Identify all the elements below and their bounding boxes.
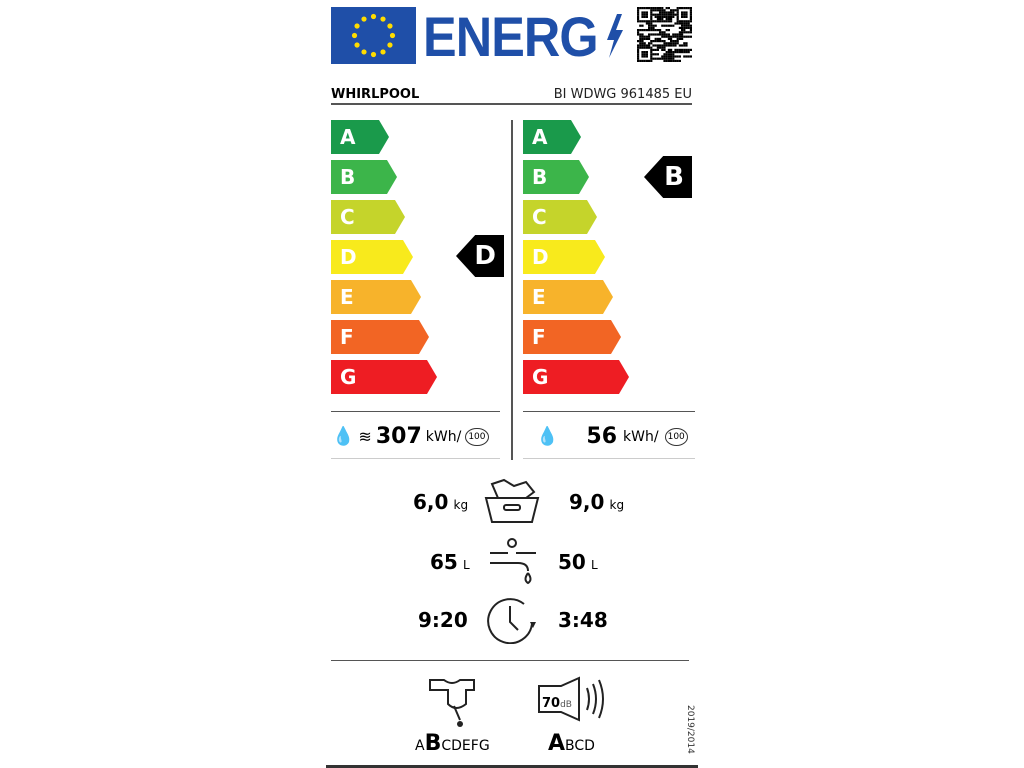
speaker-noise-icon xyxy=(538,676,604,722)
bottom-border xyxy=(326,765,698,768)
energy-class-bar-D: D xyxy=(331,240,413,274)
eu-flag-logo xyxy=(331,7,416,64)
water-right: 50 L xyxy=(558,550,598,574)
section-divider xyxy=(331,660,689,661)
center-divider xyxy=(511,120,513,460)
regulation-number: 2019/2014 xyxy=(685,705,695,754)
lightning-icon xyxy=(607,14,623,58)
clock-icon xyxy=(487,598,536,644)
energy-class-bar-B: B xyxy=(523,160,589,194)
noise-class-scale: ABCD xyxy=(548,731,595,756)
right-energy-consumption: 💧 56 kWh/ 100 xyxy=(536,424,688,449)
cycles-icon: 100 xyxy=(465,427,489,446)
water-left: 65 L xyxy=(430,550,470,574)
energy-class-bar-F: F xyxy=(523,320,621,354)
energy-class-bar-E: E xyxy=(331,280,421,314)
capacity-left: 6,0 kg xyxy=(413,490,469,514)
energy-class-bar-C: C xyxy=(331,200,405,234)
energy-class-bar-A: A xyxy=(523,120,581,154)
duration-right: 3:48 xyxy=(558,608,608,632)
energy-class-bar-A: A xyxy=(331,120,389,154)
cycles-icon: 100 xyxy=(664,427,688,446)
qr-code-icon xyxy=(637,7,692,62)
energy-logo-text: ENERG xyxy=(423,5,599,68)
noise-value: 70dB xyxy=(542,696,572,711)
water-drop-icon: 💧 xyxy=(536,426,559,447)
energy-class-bar-C: C xyxy=(523,200,597,234)
energy-class-bar-E: E xyxy=(523,280,613,314)
heat-waves-icon: ≋ xyxy=(358,427,372,446)
energy-class-bar-G: G xyxy=(523,360,629,394)
capacity-right: 9,0 kg xyxy=(569,490,625,514)
energy-class-bar-B: B xyxy=(331,160,397,194)
spin-class-scale: ABCDEFG xyxy=(415,731,490,756)
model-number: BI WDWG 961485 EU xyxy=(553,87,692,102)
left-rating-indicator: D xyxy=(456,235,504,277)
laundry-basket-icon xyxy=(484,478,540,523)
left-energy-consumption: 💧 ≋ 307 kWh/ 100 xyxy=(332,424,489,449)
duration-left: 9:20 xyxy=(418,608,468,632)
right-rating-indicator: B xyxy=(644,156,692,198)
water-drop-icon: 💧 xyxy=(332,426,355,447)
brand-name: WHIRLPOOL xyxy=(331,87,420,102)
energy-class-bar-F: F xyxy=(331,320,429,354)
spin-drying-shirt-icon xyxy=(429,679,475,727)
water-tap-icon xyxy=(490,538,536,585)
energy-class-bar-D: D xyxy=(523,240,605,274)
energy-class-bar-G: G xyxy=(331,360,437,394)
header-divider xyxy=(331,103,692,105)
